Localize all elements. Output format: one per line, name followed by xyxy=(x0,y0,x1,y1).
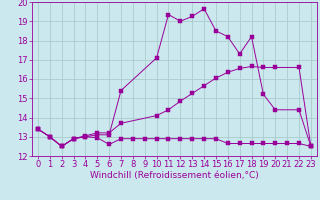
X-axis label: Windchill (Refroidissement éolien,°C): Windchill (Refroidissement éolien,°C) xyxy=(90,171,259,180)
